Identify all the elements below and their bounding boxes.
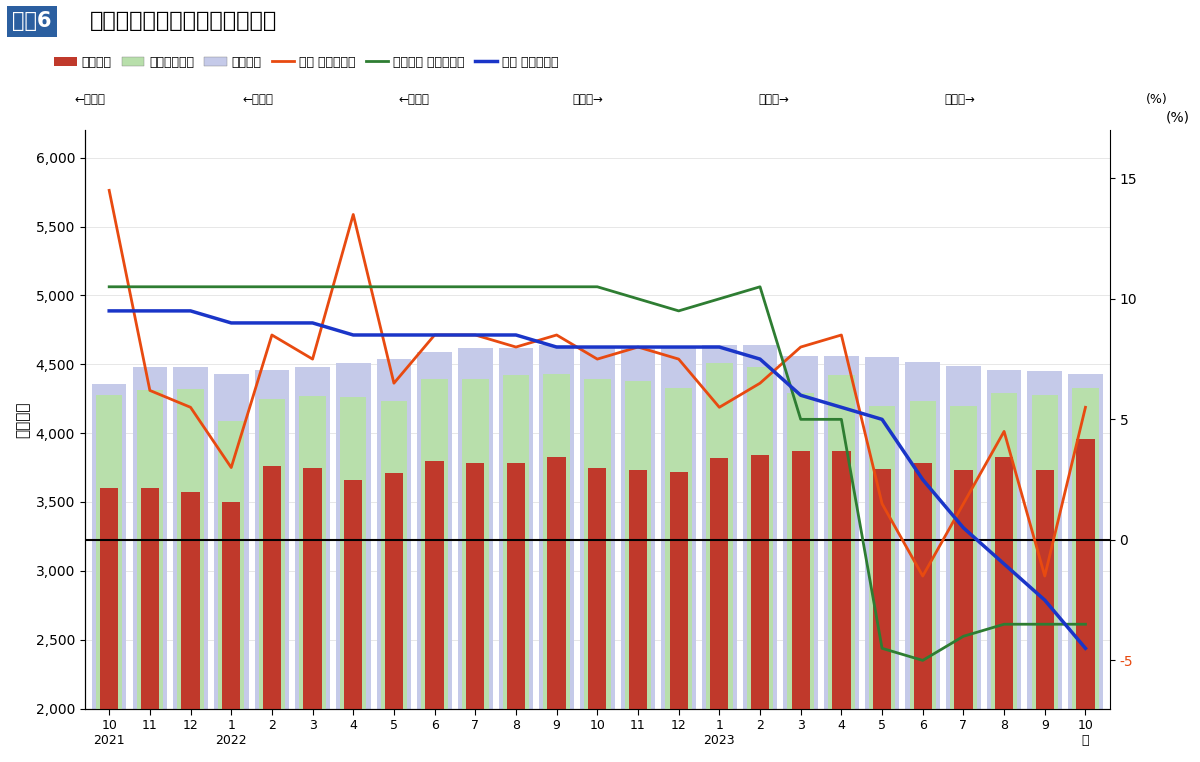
Bar [670, 472, 688, 762]
Bar [503, 375, 529, 762]
Text: ←左目盛: ←左目盛 [242, 93, 274, 106]
Text: (%): (%) [1166, 110, 1190, 124]
Bar [340, 397, 366, 762]
Bar [824, 356, 859, 762]
Bar [137, 390, 163, 762]
Bar [421, 379, 448, 762]
Bar [92, 383, 126, 762]
Bar [259, 399, 286, 762]
Bar [584, 379, 611, 762]
Bar [462, 379, 488, 762]
Bar [140, 488, 160, 762]
Bar [1032, 395, 1058, 762]
Legend: 成約価格, 新規登録価格, 在庫価格, 成約 前年同月比, 新規登録 前年同月比, 在庫 前年同月比: 成約価格, 新規登録価格, 在庫価格, 成約 前年同月比, 新規登録 前年同月比… [54, 56, 559, 69]
Bar [173, 367, 208, 762]
Bar [218, 421, 245, 762]
Bar [547, 456, 565, 762]
Bar [792, 451, 810, 762]
Bar [666, 388, 692, 762]
Text: (%): (%) [1146, 93, 1168, 106]
Bar [385, 473, 403, 762]
Bar [1036, 470, 1054, 762]
Bar [299, 396, 325, 762]
Bar [946, 366, 980, 762]
Bar [580, 347, 614, 762]
Bar [661, 347, 696, 762]
Bar [950, 405, 977, 762]
Bar [304, 468, 322, 762]
Bar [263, 466, 281, 762]
Bar [295, 367, 330, 762]
Bar [702, 345, 737, 762]
Bar [906, 361, 940, 762]
Bar [132, 367, 167, 762]
Bar [913, 463, 932, 762]
Bar [910, 402, 936, 762]
Bar [751, 455, 769, 762]
Bar [466, 463, 485, 762]
Bar [991, 393, 1018, 762]
Bar [625, 381, 652, 762]
Bar [828, 375, 854, 762]
Bar [986, 370, 1021, 762]
Text: ←左目盛: ←左目盛 [74, 93, 106, 106]
Bar [222, 502, 240, 762]
Text: 首都圈中古戸建住宅価格の推移: 首都圈中古戸建住宅価格の推移 [90, 11, 277, 31]
Text: ←左目盛: ←左目盛 [398, 93, 430, 106]
Bar [629, 470, 647, 762]
Bar [458, 347, 492, 762]
Bar [833, 451, 851, 762]
Bar [706, 363, 732, 762]
Bar [995, 456, 1013, 762]
Bar [181, 492, 199, 762]
Text: 右目盛→: 右目盛→ [758, 93, 790, 106]
Bar [588, 468, 606, 762]
Bar [506, 463, 526, 762]
Bar [865, 357, 899, 762]
Bar [178, 389, 204, 762]
Bar [336, 363, 371, 762]
Bar [872, 469, 892, 762]
Bar [1068, 374, 1103, 762]
Bar [1027, 371, 1062, 762]
Bar [743, 345, 778, 762]
Bar [544, 374, 570, 762]
Bar [539, 345, 574, 762]
Text: 右目盛→: 右目盛→ [572, 93, 604, 106]
Bar [377, 359, 412, 762]
Bar [1073, 388, 1099, 762]
Text: 図袆6: 図袆6 [12, 11, 52, 31]
Bar [426, 461, 444, 762]
Bar [499, 347, 533, 762]
Bar [787, 393, 814, 762]
Bar [784, 356, 818, 762]
Text: 右目盛→: 右目盛→ [944, 93, 976, 106]
Bar [954, 470, 972, 762]
Bar [96, 395, 122, 762]
Bar [418, 352, 452, 762]
Bar [1076, 439, 1094, 762]
Bar [344, 480, 362, 762]
Bar [214, 374, 248, 762]
Bar [254, 370, 289, 762]
Bar [869, 405, 895, 762]
Bar [620, 349, 655, 762]
Bar [710, 458, 728, 762]
Bar [100, 488, 119, 762]
Bar [380, 402, 407, 762]
Y-axis label: （万円）: （万円） [14, 401, 30, 437]
Bar [746, 367, 773, 762]
